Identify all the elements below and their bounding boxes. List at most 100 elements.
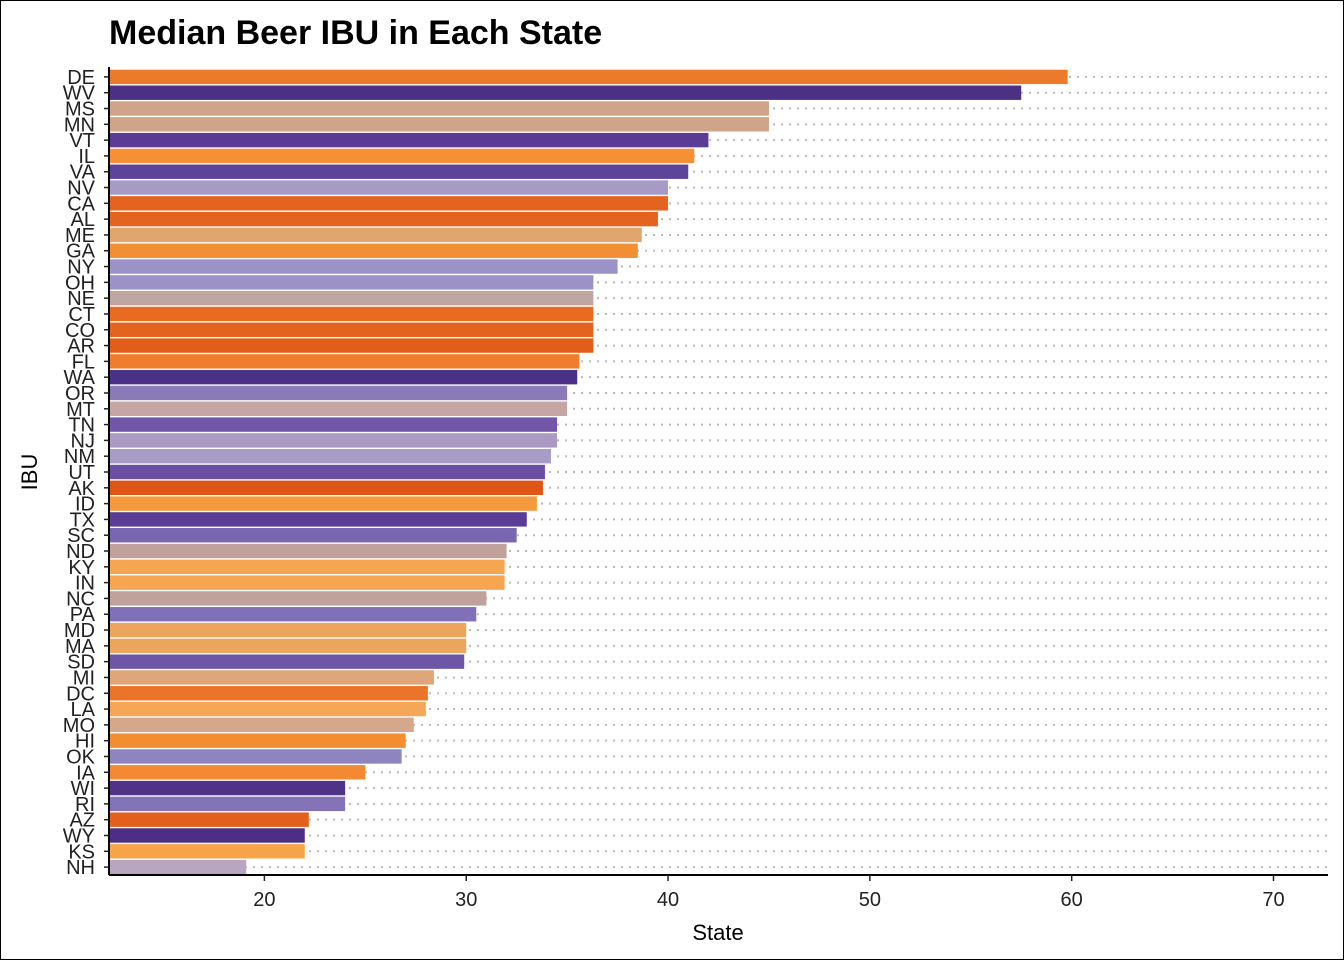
y-tick-label: KS: [68, 841, 95, 863]
y-tick-label: WA: [64, 367, 96, 389]
bar-de: [109, 69, 1068, 85]
bar-ut: [109, 464, 545, 480]
bar-co: [109, 322, 594, 337]
bar-oh: [109, 275, 594, 290]
y-tick-label: NE: [67, 288, 95, 310]
chart-title: Median Beer IBU in Each State: [109, 14, 602, 52]
bar-mt: [109, 401, 568, 416]
bar-id: [109, 496, 537, 511]
y-tick-label: AZ: [69, 810, 95, 832]
bar-ct: [109, 306, 594, 322]
y-tick-label: MO: [63, 715, 95, 737]
y-tick-label: WV: [63, 83, 96, 105]
x-tick-label: 20: [253, 889, 275, 911]
bar-ok: [109, 749, 402, 764]
bar-pa: [109, 607, 477, 622]
y-tick-label: GA: [66, 241, 96, 263]
y-tick-label: OR: [65, 383, 95, 405]
y-tick-label: AL: [71, 209, 95, 231]
y-tick-label: UT: [68, 462, 95, 484]
bar-ky: [109, 559, 505, 575]
y-tick-label: KY: [68, 557, 95, 579]
bar-nm: [109, 448, 551, 464]
bar-mn: [109, 117, 769, 132]
bar-wy: [109, 828, 305, 843]
bar-tx: [109, 512, 527, 527]
grid-lines: [109, 75, 1328, 869]
bar-md: [109, 622, 467, 638]
bar-ak: [109, 480, 543, 496]
y-tick-label: MD: [64, 620, 95, 642]
y-tick-label: CO: [65, 320, 95, 342]
bar-in: [109, 575, 505, 590]
bar-ga: [109, 243, 638, 258]
bar-nh: [109, 859, 247, 875]
bar-ca: [109, 196, 669, 211]
bar-nc: [109, 591, 487, 606]
y-tick-label: WY: [63, 825, 95, 847]
y-tick-label: MN: [64, 114, 95, 136]
x-tick-label: 60: [1061, 889, 1083, 911]
bar-ks: [109, 844, 305, 859]
y-tick-label: MI: [73, 667, 95, 689]
y-tick-label: CA: [67, 193, 95, 215]
bar-nd: [109, 543, 507, 559]
bar-me: [109, 227, 642, 243]
y-tick-label: PA: [70, 604, 96, 626]
bar-ia: [109, 765, 366, 780]
y-tick-labels: DEWVMSMNVTILVANVCAALMEGANYOHNECTCOARFLWA…: [63, 67, 109, 879]
y-tick-label: IA: [76, 762, 96, 784]
bar-sc: [109, 528, 517, 543]
x-tick-label: 50: [859, 889, 881, 911]
y-tick-label: MA: [65, 636, 96, 658]
y-tick-label: NJ: [71, 430, 95, 452]
y-tick-label: TX: [69, 509, 95, 531]
bar-vt: [109, 132, 709, 148]
bar-ar: [109, 338, 594, 353]
y-tick-label: MT: [66, 399, 95, 421]
x-tick-labels: 20 30 40 50 60 70: [253, 875, 1285, 911]
bar-dc: [109, 686, 428, 701]
y-tick-label: OH: [65, 272, 95, 294]
bar-wi: [109, 780, 346, 796]
y-tick-label: ME: [65, 225, 95, 247]
bar-fl: [109, 354, 580, 369]
y-tick-label: VT: [69, 130, 95, 152]
y-axis-title: IBU: [17, 454, 42, 491]
y-tick-label: TN: [68, 415, 95, 437]
bar-sd: [109, 654, 465, 669]
bar-il: [109, 148, 695, 164]
bar-va: [109, 164, 689, 179]
bar-ri: [109, 796, 346, 812]
y-tick-label: ID: [75, 494, 95, 516]
x-tick-label: 30: [455, 889, 477, 911]
y-tick-label: OK: [66, 746, 96, 768]
bar-ms: [109, 101, 769, 116]
x-tick-label: 70: [1262, 889, 1284, 911]
y-tick-label: RI: [75, 794, 95, 816]
y-tick-label: VA: [70, 162, 96, 184]
y-tick-label: NV: [67, 178, 95, 200]
y-tick-label: SD: [67, 652, 95, 674]
bars: [109, 69, 1068, 875]
y-tick-label: NH: [66, 857, 95, 879]
bar-wa: [109, 369, 578, 385]
bar-mi: [109, 670, 434, 685]
bar-nv: [109, 180, 669, 195]
x-tick-label: 40: [657, 889, 679, 911]
y-tick-label: FL: [72, 351, 95, 373]
bar-ne: [109, 290, 594, 306]
bar-ny: [109, 259, 618, 274]
y-tick-label: HI: [75, 731, 95, 753]
bar-al: [109, 211, 658, 227]
bar-mo: [109, 717, 414, 733]
bar-la: [109, 701, 426, 717]
y-tick-label: NY: [67, 257, 95, 279]
bar-or: [109, 385, 568, 401]
bar-wv: [109, 85, 1022, 100]
y-tick-label: NM: [64, 446, 95, 468]
bar-ma: [109, 638, 467, 654]
y-tick-label: AR: [67, 336, 95, 358]
